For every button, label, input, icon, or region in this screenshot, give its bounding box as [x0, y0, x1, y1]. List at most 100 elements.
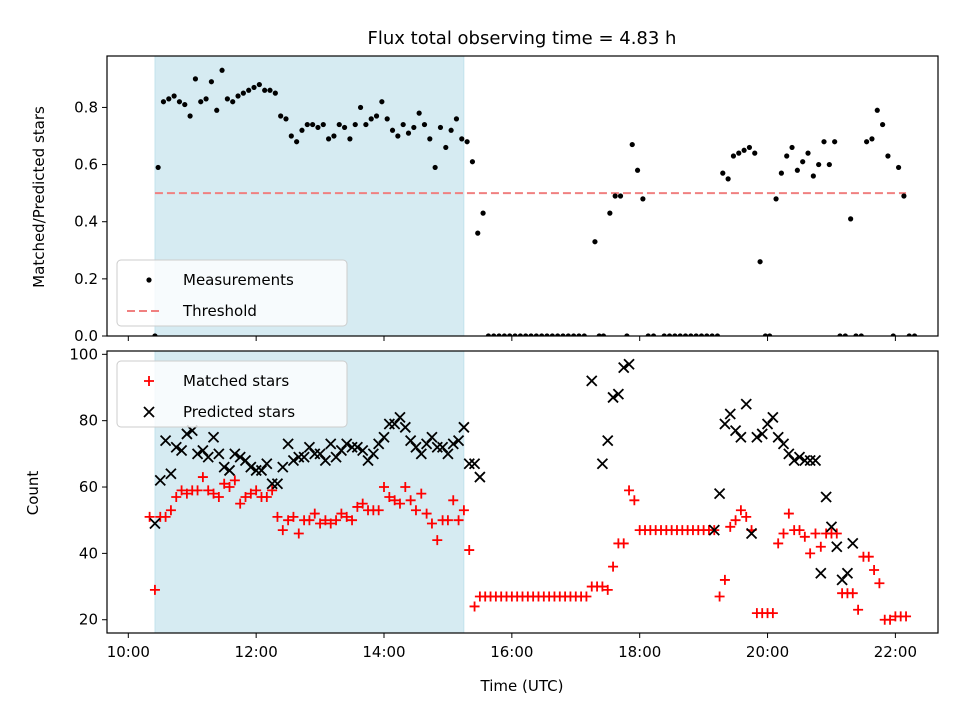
predicted-star-point: [335, 444, 348, 457]
predicted-star-point: [607, 391, 619, 404]
measurement-point: [688, 333, 694, 336]
matched-star-point: [741, 511, 752, 522]
measurement-point: [453, 116, 460, 122]
bottom-y-tick-label: 20: [79, 611, 98, 629]
matched-star-point: [730, 515, 741, 526]
measurement-point: [288, 133, 294, 139]
matched-star-point: [352, 501, 363, 512]
matched-star-point: [863, 551, 874, 562]
matched-star-point: [272, 511, 283, 522]
top-y-tick-label: 0.2: [74, 270, 98, 288]
measurement-point: [341, 124, 348, 131]
top-plot-area: [152, 67, 918, 336]
measurement-point: [600, 333, 607, 336]
measurement-point: [176, 99, 183, 105]
measurement-point: [698, 333, 705, 336]
measurement-point: [895, 164, 902, 171]
measurement-point: [565, 333, 571, 336]
matched-star-point: [336, 508, 347, 519]
predicted-star-point: [777, 438, 790, 450]
matched-star-point: [416, 488, 427, 499]
matched-star-point: [735, 505, 746, 516]
predicted-star-point: [452, 434, 465, 447]
measurement-point: [379, 99, 385, 105]
measurement-point: [384, 116, 390, 122]
bottom-y-axis-label: Count: [24, 471, 42, 516]
measurement-point: [187, 113, 193, 119]
matched-star-point: [293, 528, 304, 539]
predicted-star-point: [761, 418, 774, 430]
measurement-point: [475, 230, 481, 236]
matched-star-point: [719, 574, 730, 585]
predicted-star-point: [442, 448, 454, 460]
measurement-point: [315, 124, 321, 131]
measurement-point: [448, 127, 454, 133]
measurement-point: [773, 196, 779, 202]
measurement-point: [235, 93, 241, 99]
measurement-point: [299, 127, 305, 133]
bottom-series-predicted-stars: [149, 358, 859, 586]
measurement-point: [395, 133, 401, 139]
matched-star-point: [245, 488, 256, 499]
top-series-measurements: [152, 67, 918, 336]
predicted-star-point: [287, 454, 300, 467]
measurement-point: [826, 161, 832, 168]
measurement-point: [730, 153, 737, 159]
measurement-point: [400, 121, 406, 128]
matched-star-point: [267, 485, 278, 496]
measurement-point: [352, 121, 358, 128]
matched-star-point: [176, 485, 187, 496]
measurement-point: [267, 87, 273, 93]
bottom-y-tick-label: 60: [79, 478, 98, 496]
predicted-star-point: [618, 361, 630, 374]
matched-star-point: [767, 608, 778, 619]
measurement-point: [555, 333, 561, 336]
predicted-star-point: [229, 448, 241, 460]
measurement-point: [171, 93, 177, 99]
matched-star-point: [874, 578, 885, 589]
predicted-star-point: [724, 408, 736, 420]
predicted-star-point: [745, 527, 758, 540]
predicted-star-point: [772, 431, 784, 443]
measurement-point: [549, 333, 555, 336]
matched-star-point: [624, 485, 635, 496]
measurement-point: [208, 79, 215, 85]
measurement-point: [693, 333, 699, 336]
matched-star-point: [426, 518, 437, 529]
measurement-point: [501, 333, 507, 336]
measurement-point: [634, 167, 641, 173]
measurement-point: [421, 121, 428, 128]
predicted-star-point: [708, 524, 720, 536]
measurement-point: [762, 333, 769, 336]
predicted-star-point: [314, 448, 326, 460]
measurement-point: [864, 139, 870, 145]
matched-star-point: [165, 505, 176, 516]
predicted-star-point: [825, 521, 838, 533]
legend-dot-marker: [146, 277, 152, 283]
measurement-point: [757, 259, 763, 265]
measurement-point: [240, 90, 246, 96]
matched-star-point: [853, 604, 864, 615]
measurement-point: [640, 196, 646, 202]
predicted-star-point: [378, 431, 390, 443]
bottom-legend-swatch: [143, 406, 155, 418]
bottom-legend: Matched stars Predicted stars: [116, 360, 348, 428]
measurement-point: [152, 333, 158, 336]
measurement-point: [246, 87, 252, 93]
chart-title: Flux total observing time = 4.83 h: [368, 28, 677, 49]
matched-star-point: [384, 491, 395, 502]
predicted-star-point: [325, 438, 337, 450]
measurement-point: [677, 333, 683, 336]
matched-star-point: [261, 491, 272, 502]
measurement-point: [560, 333, 566, 336]
predicted-star-point: [351, 441, 364, 453]
matched-star-point: [219, 478, 230, 489]
matched-star-point: [794, 525, 805, 536]
matched-star-point: [171, 491, 182, 502]
measurement-point: [672, 333, 678, 336]
predicted-star-point: [809, 454, 822, 467]
matched-star-point: [581, 591, 592, 602]
matched-star-point: [453, 515, 464, 526]
x-tick-label: 22:00: [874, 643, 917, 661]
